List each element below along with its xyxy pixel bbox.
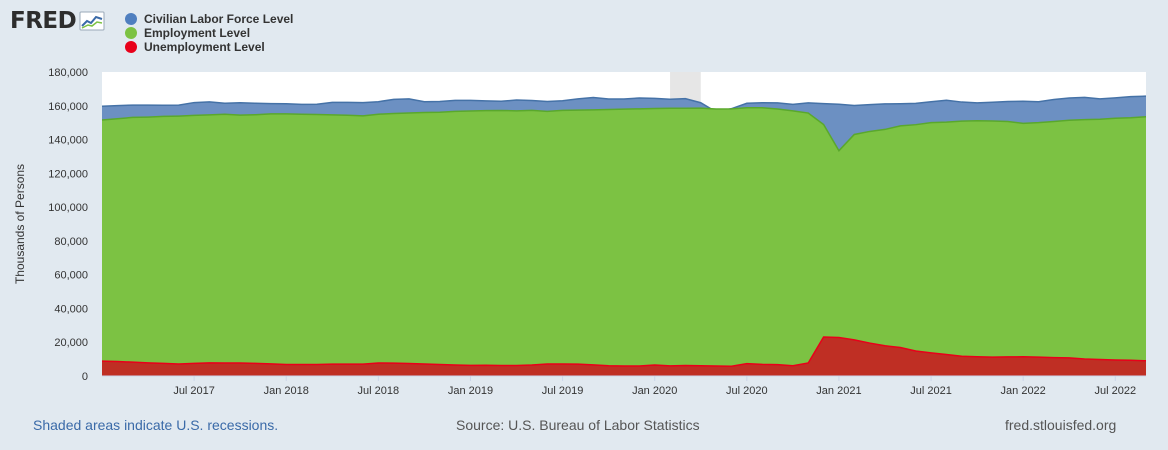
recession-note: Shaded areas indicate U.S. recessions.: [33, 417, 279, 433]
site-link[interactable]: fred.stlouisfed.org: [1005, 417, 1117, 433]
source-note: Source: U.S. Bureau of Labor Statistics: [456, 417, 700, 433]
x-tick-label: Jan 2018: [264, 385, 309, 397]
x-tick-label: Jan 2021: [816, 385, 861, 397]
y-tick-label: 80,000: [54, 236, 88, 248]
line-labor-force: [101, 95, 1147, 113]
y-tick-label: 60,000: [54, 270, 88, 282]
y-tick-label: 100,000: [48, 202, 88, 214]
x-tick-label: Jul 2017: [173, 385, 215, 397]
x-tick-label: Jul 2021: [910, 385, 952, 397]
area-employment: [102, 107, 1146, 377]
x-tick-label: Jul 2018: [358, 385, 400, 397]
legend-label-unemployment: Unemployment Level: [144, 40, 265, 54]
legend-dot-labor-force: [125, 13, 137, 25]
legend-dot-unemployment: [125, 41, 137, 53]
x-tick-label: Jan 2022: [1001, 385, 1046, 397]
legend-dot-employment: [125, 27, 137, 39]
y-tick-label: 180,000: [48, 67, 88, 79]
y-axis: 0 20,000 40,000 60,000 80,000 100,000 120,000 1…: [48, 67, 88, 383]
y-tick-label: 40,000: [54, 303, 88, 315]
fred-wordmark: FRED: [10, 8, 77, 34]
area-unemployment: [102, 336, 1146, 376]
x-axis: Jul 2017 Jan 2018 Jul 2018 Jan 2019 Jul 2019…: [102, 375, 1146, 397]
x-tick-label: Jul 2020: [726, 385, 768, 397]
series-areas: [101, 95, 1147, 377]
x-tick-label: Jan 2020: [632, 385, 677, 397]
y-tick-label: 0: [82, 371, 88, 383]
legend-item-employment[interactable]: Employment Level: [125, 26, 293, 40]
legend-item-unemployment[interactable]: Unemployment Level: [125, 40, 293, 54]
line-unemployment: [101, 336, 1147, 367]
chart-trend-icon: [79, 11, 105, 31]
y-axis-label: Thousands of Persons: [13, 164, 27, 284]
legend-label-labor-force: Civilian Labor Force Level: [144, 12, 294, 26]
line-employment: [101, 107, 1147, 152]
legend-item-labor-force[interactable]: Civilian Labor Force Level: [125, 12, 293, 26]
y-tick-label: 20,000: [54, 337, 88, 349]
legend-label-employment: Employment Level: [144, 26, 251, 40]
y-tick-label: 140,000: [48, 135, 88, 147]
x-tick-label: Jul 2019: [542, 385, 584, 397]
fred-logo[interactable]: FRED: [10, 8, 105, 34]
y-tick-label: 160,000: [48, 101, 88, 113]
labor-force-chart: 0 20,000 40,000 60,000 80,000 100,000 120,000 1…: [13, 67, 1147, 397]
chart-legend: Civilian Labor Force Level Employment Le…: [125, 12, 293, 54]
x-tick-label: Jan 2019: [448, 385, 493, 397]
y-tick-label: 120,000: [48, 168, 88, 180]
x-tick-label: Jul 2022: [1094, 385, 1136, 397]
